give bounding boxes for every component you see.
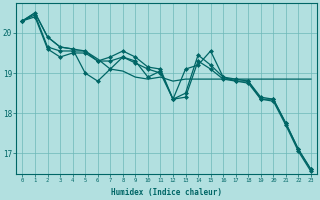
- X-axis label: Humidex (Indice chaleur): Humidex (Indice chaleur): [111, 188, 222, 197]
